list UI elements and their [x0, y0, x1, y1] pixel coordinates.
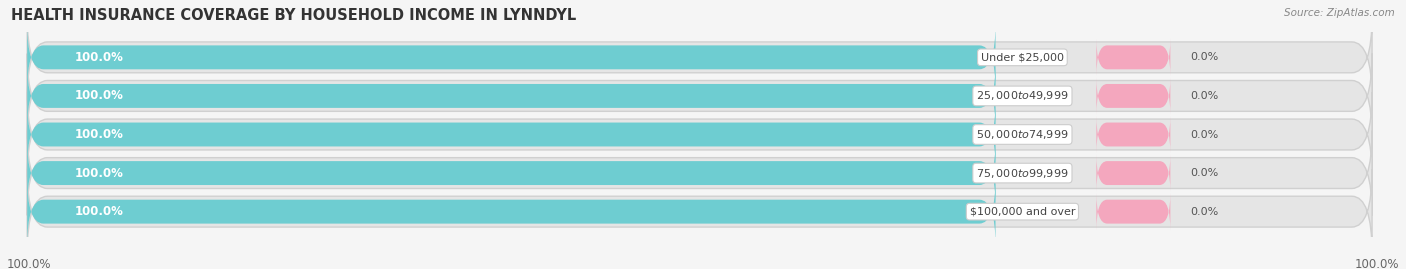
- FancyBboxPatch shape: [27, 139, 995, 207]
- FancyBboxPatch shape: [27, 100, 995, 169]
- Text: Source: ZipAtlas.com: Source: ZipAtlas.com: [1284, 8, 1395, 18]
- FancyBboxPatch shape: [27, 62, 995, 130]
- FancyBboxPatch shape: [1097, 116, 1170, 153]
- Text: $50,000 to $74,999: $50,000 to $74,999: [976, 128, 1069, 141]
- Text: $75,000 to $99,999: $75,000 to $99,999: [976, 167, 1069, 180]
- FancyBboxPatch shape: [1097, 77, 1170, 115]
- FancyBboxPatch shape: [27, 169, 1372, 254]
- Text: 0.0%: 0.0%: [1191, 52, 1219, 62]
- Text: 100.0%: 100.0%: [75, 205, 124, 218]
- FancyBboxPatch shape: [27, 177, 995, 246]
- FancyBboxPatch shape: [27, 131, 1372, 215]
- Text: 100.0%: 100.0%: [1354, 258, 1399, 269]
- Text: 100.0%: 100.0%: [75, 51, 124, 64]
- Text: 100.0%: 100.0%: [75, 167, 124, 180]
- Text: 0.0%: 0.0%: [1191, 91, 1219, 101]
- FancyBboxPatch shape: [27, 54, 1372, 138]
- Text: Under $25,000: Under $25,000: [981, 52, 1064, 62]
- Text: 0.0%: 0.0%: [1191, 207, 1219, 217]
- Text: 100.0%: 100.0%: [75, 89, 124, 102]
- FancyBboxPatch shape: [27, 23, 995, 92]
- FancyBboxPatch shape: [1097, 193, 1170, 231]
- Text: 0.0%: 0.0%: [1191, 168, 1219, 178]
- FancyBboxPatch shape: [1097, 38, 1170, 76]
- Text: $25,000 to $49,999: $25,000 to $49,999: [976, 89, 1069, 102]
- FancyBboxPatch shape: [27, 92, 1372, 177]
- Text: 100.0%: 100.0%: [75, 128, 124, 141]
- Text: $100,000 and over: $100,000 and over: [970, 207, 1076, 217]
- Text: HEALTH INSURANCE COVERAGE BY HOUSEHOLD INCOME IN LYNNDYL: HEALTH INSURANCE COVERAGE BY HOUSEHOLD I…: [11, 8, 576, 23]
- Text: 0.0%: 0.0%: [1191, 129, 1219, 140]
- Text: 100.0%: 100.0%: [7, 258, 52, 269]
- FancyBboxPatch shape: [1097, 154, 1170, 192]
- FancyBboxPatch shape: [27, 15, 1372, 100]
